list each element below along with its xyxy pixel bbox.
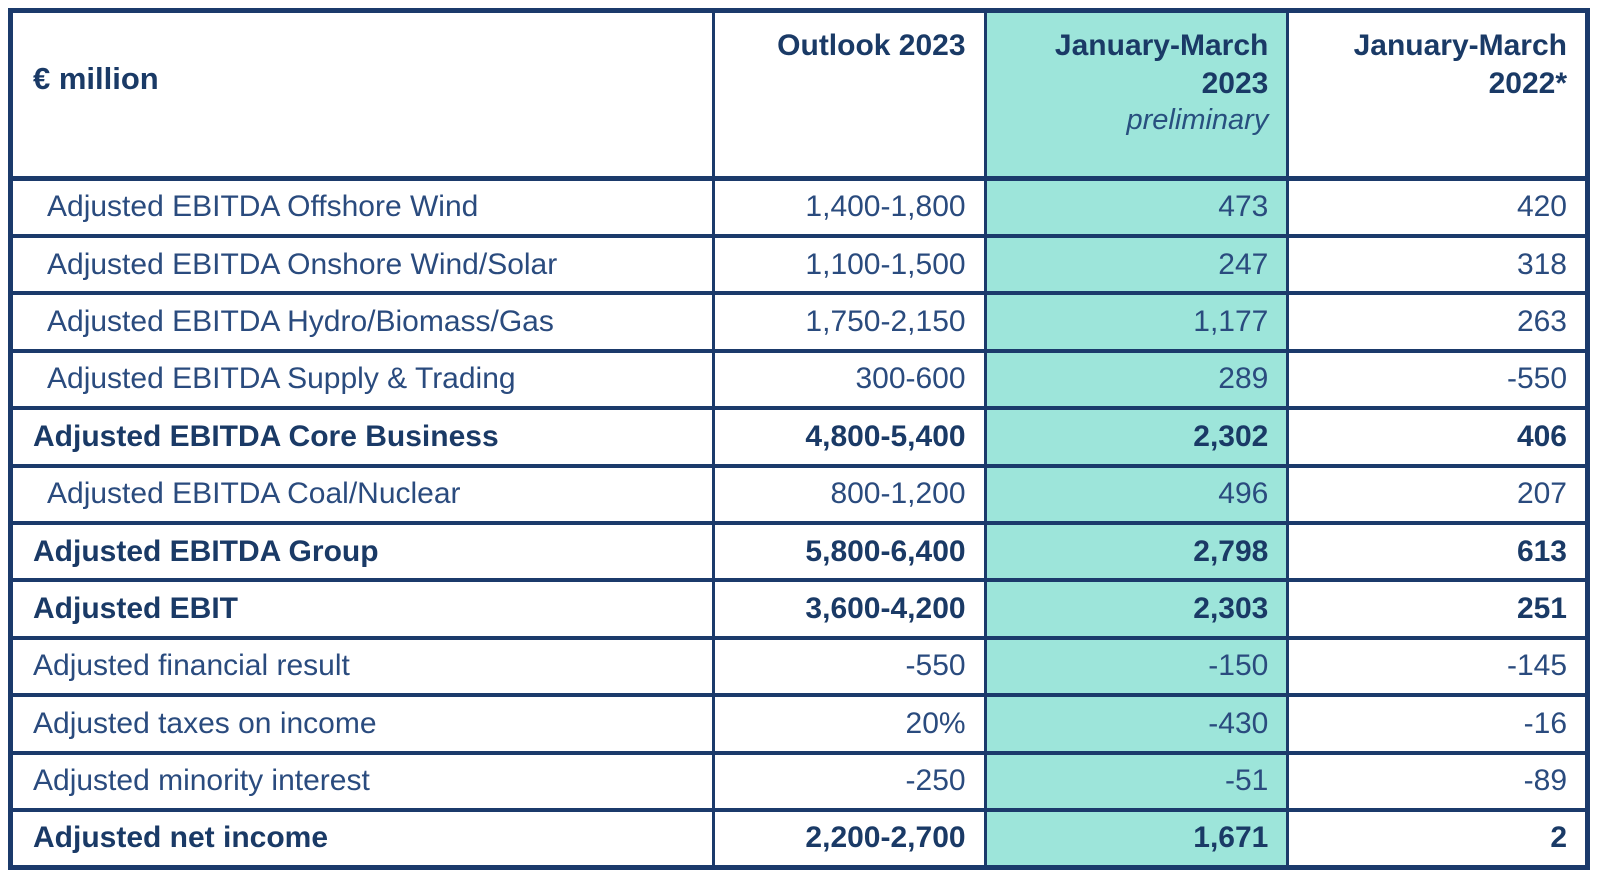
row-label: Adjusted EBITDA Core Business [8,406,716,468]
jan-mar-2022-value: 263 [1286,291,1589,353]
jan-mar-2022-value: 251 [1286,578,1589,640]
row-label: Adjusted EBIT [8,578,716,640]
row-label: Adjusted financial result [8,635,716,698]
row-label: Adjusted EBITDA Coal/Nuclear [8,463,716,525]
row-label: Adjusted EBITDA Offshore Wind [8,176,716,238]
jan-mar-2022-value: 406 [1286,406,1589,468]
jan-mar-2022-value: -145 [1286,635,1589,698]
financial-results-table: € million Outlook 2023 January-March 202… [8,8,1590,870]
row-label: Adjusted EBITDA Onshore Wind/Solar [8,233,716,296]
unit-header: € million [8,8,716,181]
jan-mar-2023-value: -150 [983,635,1290,698]
jan-mar-2023-value: 247 [983,233,1290,296]
results-table: € million Outlook 2023 January-March 202… [8,8,1590,870]
table-row: Adjusted EBITDA Onshore Wind/Solar 1,100-… [8,233,1589,296]
header-2023-line2: 2023 [1201,66,1269,100]
table-row: Adjusted financial result -550 -150 -145 [8,635,1589,698]
header-jan-mar-2022: January-March 2022* [1286,8,1589,181]
jan-mar-2023-value: 289 [983,348,1290,411]
row-label: Adjusted EBITDA Hydro/Biomass/Gas [8,291,716,353]
header-row: € million Outlook 2023 January-March 202… [8,8,1589,181]
outlook-2023-value: 300-600 [712,348,987,411]
jan-mar-2023-value: -51 [983,750,1290,812]
header-2022-line2: 2022* [1488,66,1567,100]
outlook-2023-value: -250 [712,750,987,812]
jan-mar-2022-value: 2 [1286,807,1589,870]
row-label: Adjusted EBITDA Group [8,520,716,583]
row-label: Adjusted taxes on income [8,693,716,755]
table-row: Adjusted EBITDA Offshore Wind 1,400-1,800… [8,176,1589,238]
table-row: Adjusted EBIT 3,600-4,200 2,303 251 [8,578,1589,640]
jan-mar-2023-value: 2,302 [983,406,1290,468]
jan-mar-2022-value: 420 [1286,176,1589,238]
header-jan-mar-2023: January-March 2023 preliminary [983,8,1290,181]
outlook-2023-value: 20% [712,693,987,755]
outlook-2023-value: -550 [712,635,987,698]
jan-mar-2023-value: 1,177 [983,291,1290,353]
row-label: Adjusted EBITDA Supply & Trading [8,348,716,411]
jan-mar-2022-value: 613 [1286,520,1589,583]
jan-mar-2023-value: 473 [983,176,1290,238]
table-row: Adjusted minority interest -250 -51 -89 [8,750,1589,812]
jan-mar-2023-value: 1,671 [983,807,1290,870]
outlook-2023-value: 1,100-1,500 [712,233,987,296]
row-label: Adjusted net income [8,807,716,870]
outlook-2023-value: 800-1,200 [712,463,987,525]
outlook-2023-value: 5,800-6,400 [712,520,987,583]
header-outlook-2023: Outlook 2023 [712,8,987,181]
outlook-2023-value: 1,750-2,150 [712,291,987,353]
header-2022-line1: January-March [1353,29,1567,62]
outlook-2023-value: 1,400-1,800 [712,176,987,238]
table-row: Adjusted taxes on income 20% -430 -16 [8,693,1589,755]
table-row: Adjusted net income 2,200-2,700 1,671 2 [8,807,1589,870]
table-row: Adjusted EBITDA Coal/Nuclear 800-1,200 496… [8,463,1589,525]
header-outlook-label: Outlook 2023 [777,29,966,62]
jan-mar-2023-value: 2,303 [983,578,1290,640]
row-label: Adjusted minority interest [8,750,716,812]
jan-mar-2023-value: 2,798 [983,520,1290,583]
outlook-2023-value: 2,200-2,700 [712,807,987,870]
table-row: Adjusted EBITDA Core Business 4,800-5,400… [8,406,1589,468]
table-row: Adjusted EBITDA Group 5,800-6,400 2,798 613 [8,520,1589,583]
table-row: Adjusted EBITDA Supply & Trading 300-600 2… [8,348,1589,411]
jan-mar-2022-value: -16 [1286,693,1589,755]
preliminary-note: preliminary [1126,104,1269,136]
jan-mar-2023-value: -430 [983,693,1290,755]
outlook-2023-value: 4,800-5,400 [712,406,987,468]
jan-mar-2022-value: 207 [1286,463,1589,525]
jan-mar-2022-value: -89 [1286,750,1589,812]
jan-mar-2022-value: -550 [1286,348,1589,411]
header-2023-line1: January-March [1054,29,1269,62]
table-row: Adjusted EBITDA Hydro/Biomass/Gas 1,750-2… [8,291,1589,353]
outlook-2023-value: 3,600-4,200 [712,578,987,640]
jan-mar-2022-value: 318 [1286,233,1589,296]
jan-mar-2023-value: 496 [983,463,1290,525]
